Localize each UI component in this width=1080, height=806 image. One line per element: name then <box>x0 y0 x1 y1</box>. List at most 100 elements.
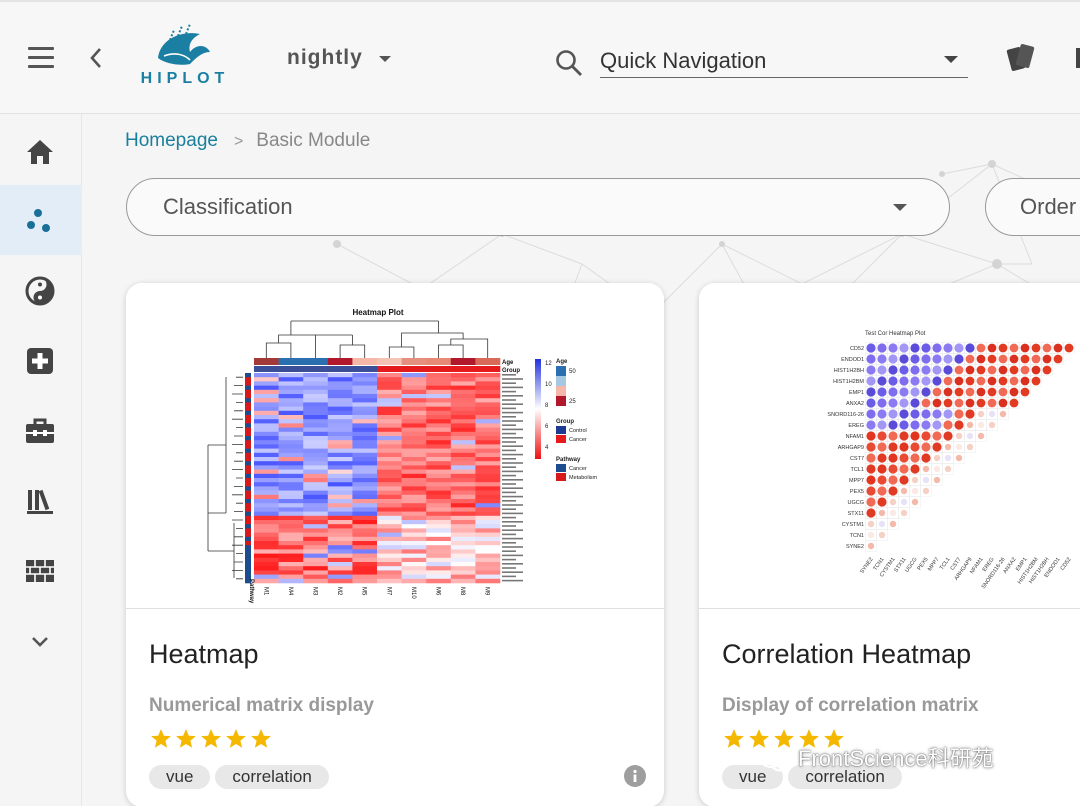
sidebar-item-toolbox[interactable] <box>0 395 82 465</box>
age-annotation-cell <box>303 358 329 365</box>
heatmap-cell <box>450 394 476 399</box>
heatmap-cell <box>426 436 452 441</box>
heatmap-cell <box>327 528 353 533</box>
edge-cut-icon[interactable] <box>1074 42 1080 72</box>
pathway-annotation-cell <box>245 419 251 424</box>
correlation-cell <box>953 375 965 387</box>
info-icon[interactable] <box>624 765 646 787</box>
heatmap-cell <box>401 406 427 412</box>
row-label-mark <box>502 470 523 473</box>
heatmap-cell <box>426 427 452 433</box>
tag-chip[interactable]: correlation <box>788 765 902 789</box>
correlation-cell <box>865 397 877 409</box>
sidebar-item-bricks[interactable] <box>0 535 82 605</box>
correlation-cell <box>931 375 943 387</box>
heatmap-cell <box>450 398 476 403</box>
heatmap-cell <box>278 461 304 466</box>
hamburger-menu-icon[interactable] <box>24 44 56 72</box>
heatmap-cell <box>377 473 402 479</box>
heatmap-cell <box>450 520 476 525</box>
heatmap-cell <box>475 473 501 479</box>
breadcrumb-home-link[interactable]: Homepage <box>125 130 218 151</box>
correlation-cell <box>953 441 965 453</box>
heatmap-preview-chart: Heatmap Plot M1 M4 M3 M2 M5 M7 M10 M6 M8 M9 Pathw… <box>207 308 598 604</box>
heatmap-cell <box>254 486 279 491</box>
order-label: Order <box>1020 194 1077 219</box>
correlation-cell <box>975 419 987 431</box>
heatmap-cell <box>377 541 402 546</box>
sidebar-item-yin-yang[interactable] <box>0 255 82 325</box>
heatmap-cell <box>475 503 501 508</box>
card-correlation-heatmap[interactable]: Test Cor Heatmap Plot CD52 ENDOD1 HIST1H2B… <box>699 283 1080 806</box>
heatmap-cell <box>352 507 378 512</box>
star-icon <box>251 729 271 748</box>
annot-label-age: Age <box>502 360 514 366</box>
heatmap-cell <box>401 536 427 542</box>
caret-down-icon[interactable] <box>379 56 391 62</box>
heatmap-cell <box>450 532 476 538</box>
tag-chip[interactable]: correlation <box>215 765 329 789</box>
heatmap-cell <box>401 473 427 479</box>
hiplot-logo[interactable]: HIPLOT <box>130 22 240 90</box>
correlation-cell <box>942 430 954 442</box>
heatmap-cell <box>327 478 353 483</box>
heatmap-cell <box>327 431 353 437</box>
version-selector[interactable]: nightly <box>287 46 363 69</box>
tag-chip[interactable]: vue <box>149 765 211 789</box>
heatmap-cell <box>303 528 329 533</box>
card-heatmap[interactable]: Heatmap Plot M1 M4 M3 M2 M5 M7 M10 M6 M8 M9 Pathw… <box>126 283 664 806</box>
home-icon <box>27 140 53 164</box>
sidebar-item-basic-module[interactable] <box>0 185 82 255</box>
heatmap-cell <box>475 398 501 403</box>
card-description: Display of correlation matrix <box>722 695 979 716</box>
heatmap-cell <box>475 541 501 546</box>
heatmap-cell <box>401 431 427 437</box>
order-select[interactable]: Order <box>985 178 1080 236</box>
quick-navigation-input[interactable]: Quick Navigation <box>600 42 968 78</box>
sidebar-item-library[interactable] <box>0 465 82 535</box>
heatmap-cell <box>254 570 279 575</box>
pathway-annotation-cell <box>245 402 251 407</box>
correlation-cell <box>997 386 1009 398</box>
classification-select[interactable]: Classification <box>126 178 950 236</box>
star-icon <box>749 729 769 748</box>
heatmap-cell <box>426 499 452 504</box>
row-label-mark <box>502 420 523 422</box>
row-label-mark <box>502 550 516 552</box>
star-icon <box>176 729 196 748</box>
heatmap-cell <box>303 520 329 525</box>
heatmap-cell <box>377 486 402 491</box>
sidebar-expand-button[interactable] <box>0 605 82 675</box>
quick-navigation-text: Quick Navigation <box>600 48 767 73</box>
heatmap-cell <box>377 419 402 424</box>
heatmap-cell <box>475 478 501 483</box>
heatmap-cell <box>475 570 501 575</box>
heatmap-cell <box>475 490 501 496</box>
heatmap-cell <box>377 490 402 496</box>
heatmap-cell <box>303 536 329 542</box>
heatmap-cell <box>254 566 279 571</box>
heatmap-cell <box>303 469 329 475</box>
heatmap-cell <box>278 419 304 424</box>
logo-text: HIPLOT <box>140 70 230 87</box>
correlation-cell <box>909 452 921 464</box>
heatmap-cell <box>327 461 353 466</box>
heatmap-cell <box>254 427 279 433</box>
correlation-cell <box>887 507 899 519</box>
row-label-mark <box>502 533 516 536</box>
back-chevron-icon[interactable] <box>84 42 108 74</box>
heatmap-cell <box>352 457 378 462</box>
caret-down-icon[interactable] <box>944 56 958 63</box>
heatmap-cell <box>377 452 402 458</box>
correlation-cell <box>975 342 987 354</box>
heatmap-cell <box>450 515 476 521</box>
row-label-mark <box>502 495 523 498</box>
sidebar-item-home[interactable] <box>0 116 82 186</box>
heatmap-cell <box>352 385 378 391</box>
sidebar-item-medical[interactable] <box>0 325 82 395</box>
cards-icon[interactable] <box>1003 40 1039 76</box>
heatmap-cell <box>303 473 329 479</box>
gene-row-label: MPP7 <box>849 478 864 484</box>
heatmap-preview-image: Heatmap Plot M1 M4 M3 M2 M5 M7 M10 M6 M8 M9 Pathw… <box>126 283 664 609</box>
caret-down-icon[interactable] <box>893 204 907 211</box>
